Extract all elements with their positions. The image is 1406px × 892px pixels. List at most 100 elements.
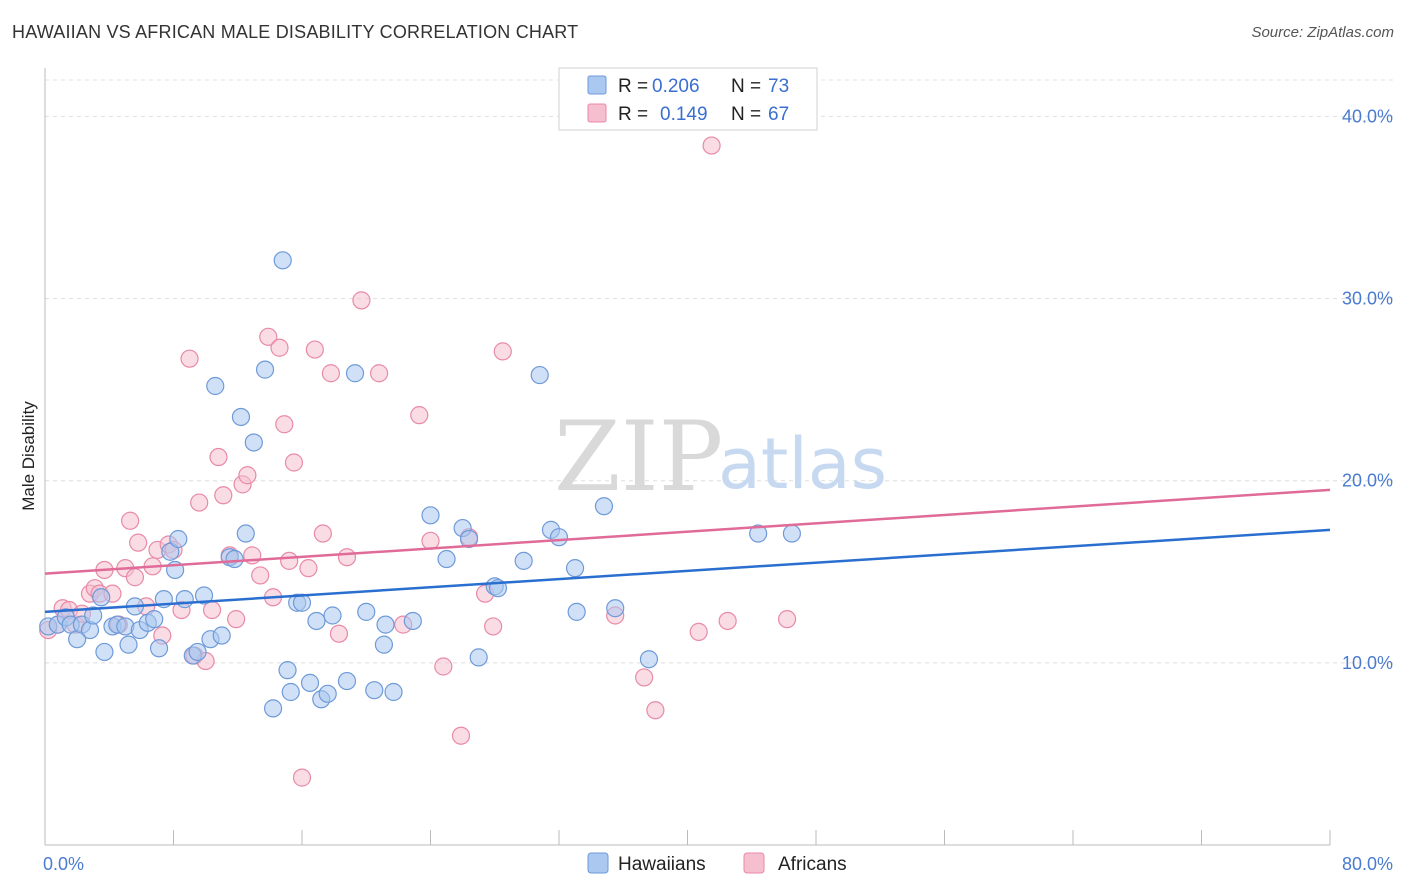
africans-point-25	[190, 493, 209, 512]
y-tick-label-2: 30.0%	[1342, 289, 1393, 309]
africans-point-33	[238, 466, 257, 485]
hawaiians-point-31	[225, 549, 244, 569]
hawaiians-point-62	[514, 551, 533, 570]
legend-n-label-1: N =	[731, 76, 761, 97]
africans-point-48	[337, 548, 357, 567]
legend-swatch-africans	[587, 103, 607, 123]
hawaiians-point-35	[255, 360, 275, 379]
legend-r-label-1: R =	[618, 76, 648, 97]
hawaiians-point-28	[206, 376, 225, 396]
hawaiians-point-58	[459, 529, 479, 549]
africans-point-47	[329, 624, 349, 643]
hawaiians-point-34	[244, 433, 263, 452]
hawaiians-point-51	[374, 635, 394, 654]
legend-n-label-2: N =	[731, 104, 761, 125]
hawaiians-point-56	[437, 549, 456, 569]
legend-swatch-hawaiians	[587, 75, 607, 95]
africans-point-65	[718, 611, 737, 631]
chart-title: HAWAIIAN VS AFRICAN MALE DISABILITY CORR…	[12, 22, 579, 42]
hawaiians-point-65	[549, 528, 569, 547]
hawaiians-point-22	[169, 529, 188, 549]
hawaiians-point-69	[606, 599, 625, 618]
bottom-legend-africans: Africans	[778, 854, 847, 875]
hawaiians-point-55	[421, 506, 440, 525]
africans-point-28	[209, 447, 228, 467]
hawaiians-point-48	[345, 364, 365, 383]
africans-point-44	[305, 340, 324, 359]
hawaiians-point-23	[175, 590, 194, 609]
hawaiians-point-9	[95, 642, 114, 662]
grid-lines	[45, 79, 1393, 664]
source-label: Source: ZipAtlas.com	[1251, 24, 1394, 41]
hawaiians-point-71	[749, 524, 768, 543]
africans-point-42	[292, 768, 312, 787]
watermark-zip: ZIP	[554, 401, 723, 513]
africans-point-23	[180, 349, 199, 368]
hawaiians-point-39	[281, 682, 300, 702]
hawaiians-point-33	[236, 524, 255, 543]
hawaiians-point-68	[594, 497, 614, 516]
hawaiians-point-46	[323, 606, 342, 625]
hawaiians-point-54	[403, 611, 422, 631]
africans-point-43	[299, 559, 318, 578]
y-tick-label-1: 20.0%	[1342, 471, 1393, 491]
hawaiians-point-72	[782, 524, 802, 543]
hawaiians-point-8	[92, 588, 111, 607]
watermark-atlas: atlas	[718, 423, 887, 505]
africans-point-40	[280, 551, 299, 570]
africans-point-61	[635, 668, 654, 687]
africans-point-54	[434, 657, 453, 676]
hawaiians-point-49	[357, 602, 376, 621]
africans-point-64	[702, 136, 721, 155]
legend-r-label-2: R =	[618, 104, 648, 125]
africans-point-35	[251, 566, 270, 585]
hawaiians-point-36	[263, 699, 283, 718]
africans-point-13	[121, 511, 140, 530]
africans-point-58	[484, 617, 503, 636]
y-tick-label-0: 10.0%	[1342, 653, 1393, 673]
hawaiians-point-26	[194, 586, 214, 605]
legend-n-value-2: 67	[768, 104, 789, 125]
hawaiians-point-47	[337, 671, 357, 691]
y-tick-labels: 10.0% 20.0% 30.0% 40.0%	[1342, 106, 1393, 672]
hawaiians-point-25	[188, 642, 207, 662]
x-tick-max: 80.0%	[1342, 854, 1393, 874]
hawaiians-point-37	[273, 251, 292, 270]
legend-r-value-1: 0.206	[652, 76, 700, 97]
legend-r-value-2: 0.149	[660, 104, 708, 125]
africans-point-39	[275, 415, 294, 434]
hawaiians-point-70	[639, 650, 659, 669]
trend-lines	[44, 488, 1331, 614]
hawaiians-point-18	[149, 639, 169, 658]
y-axis-label: Male Disability	[19, 401, 38, 511]
africans-point-62	[646, 701, 665, 720]
africans-point-14	[125, 568, 145, 587]
axes	[44, 68, 1331, 846]
africans-point-46	[321, 364, 341, 383]
hawaiians-point-50	[365, 681, 384, 700]
africans-point-45	[313, 524, 332, 543]
africans-point-52	[410, 406, 429, 425]
hawaiians-point-7	[84, 606, 103, 625]
hawaiians-trend-line	[44, 528, 1331, 614]
hawaiians-point-66	[565, 559, 585, 578]
legend-box: R = 0.206 N = 73 R = 0.149 N = 67	[558, 67, 818, 131]
africans-point-66	[777, 610, 797, 629]
africans-point-31	[227, 610, 246, 629]
hawaiians-point-42	[300, 673, 320, 692]
hawaiians-point-59	[469, 648, 488, 667]
africans-point-63	[689, 622, 708, 641]
hawaiians-point-13	[119, 635, 138, 654]
hawaiians-point-38	[278, 661, 297, 680]
africans-point-29	[214, 486, 233, 505]
hawaiians-point-63	[530, 365, 549, 385]
africans-point-50	[370, 364, 389, 383]
africans-trend-line	[44, 488, 1331, 575]
bottom-legend-swatch-africans	[743, 852, 765, 874]
hawaiians-point-32	[231, 407, 251, 427]
africans-point-53	[421, 531, 440, 550]
y-tick-label-3: 40.0%	[1342, 106, 1393, 126]
hawaiians-point-53	[384, 682, 403, 702]
x-tick-min: 0.0%	[43, 854, 84, 874]
